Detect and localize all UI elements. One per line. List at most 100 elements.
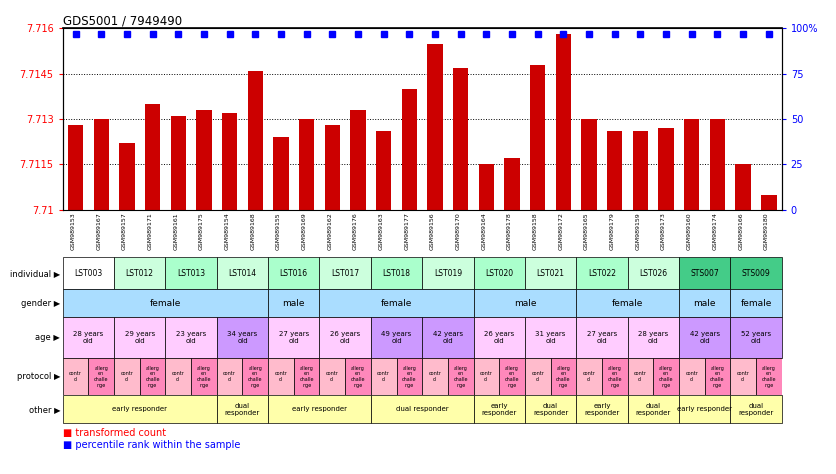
- Text: contr
ol: contr ol: [583, 371, 595, 382]
- Text: GSM989158: GSM989158: [533, 212, 538, 250]
- Text: contr
ol: contr ol: [686, 371, 698, 382]
- Text: GSM989169: GSM989169: [302, 212, 307, 250]
- Bar: [345, 358, 371, 395]
- Bar: [422, 358, 448, 395]
- Text: LST013: LST013: [177, 269, 205, 278]
- Bar: [756, 358, 782, 395]
- Text: GSM989177: GSM989177: [405, 212, 410, 250]
- Text: LST003: LST003: [74, 269, 103, 278]
- Bar: [525, 257, 576, 290]
- Bar: [371, 318, 422, 358]
- Text: female: female: [612, 299, 643, 308]
- Bar: [114, 257, 166, 290]
- Bar: [268, 395, 371, 423]
- Bar: [350, 110, 365, 210]
- Text: 27 years
old: 27 years old: [278, 331, 309, 345]
- Bar: [319, 290, 473, 318]
- Text: contr
ol: contr ol: [429, 371, 441, 382]
- Text: dual
responder: dual responder: [738, 402, 773, 416]
- Bar: [293, 358, 319, 395]
- Text: 23 years
old: 23 years old: [176, 331, 206, 345]
- Text: GSM989173: GSM989173: [661, 212, 666, 250]
- Bar: [556, 35, 571, 210]
- Text: GSM989153: GSM989153: [70, 212, 75, 250]
- Bar: [422, 318, 473, 358]
- Bar: [473, 358, 499, 395]
- Bar: [679, 395, 731, 423]
- Bar: [473, 318, 525, 358]
- Text: allerg
en
challe
nge: allerg en challe nge: [711, 365, 725, 388]
- Bar: [217, 257, 268, 290]
- Bar: [166, 318, 217, 358]
- Text: early responder: early responder: [677, 406, 732, 412]
- Bar: [319, 257, 371, 290]
- Bar: [602, 358, 628, 395]
- Text: allerg
en
challe
nge: allerg en challe nge: [762, 365, 776, 388]
- Text: age ▶: age ▶: [35, 333, 60, 342]
- Bar: [120, 143, 135, 210]
- Text: 52 years
old: 52 years old: [741, 331, 771, 345]
- Text: contr
ol: contr ol: [120, 371, 133, 382]
- Bar: [396, 358, 422, 395]
- Bar: [268, 290, 319, 318]
- Bar: [63, 257, 114, 290]
- Text: GSM989155: GSM989155: [276, 212, 281, 250]
- Bar: [479, 164, 494, 210]
- Text: LST026: LST026: [640, 269, 667, 278]
- Bar: [653, 358, 679, 395]
- Bar: [376, 131, 391, 210]
- Text: 42 years
old: 42 years old: [690, 331, 720, 345]
- Text: male: male: [693, 299, 716, 308]
- Bar: [525, 318, 576, 358]
- Text: allerg
en
challe
nge: allerg en challe nge: [453, 365, 468, 388]
- Bar: [504, 158, 520, 210]
- Text: 28 years
old: 28 years old: [74, 331, 104, 345]
- Text: 27 years
old: 27 years old: [587, 331, 617, 345]
- Text: LST018: LST018: [383, 269, 410, 278]
- Text: STS007: STS007: [691, 269, 719, 278]
- Text: GSM989161: GSM989161: [173, 212, 178, 250]
- Text: dual responder: dual responder: [396, 406, 448, 412]
- Text: 28 years
old: 28 years old: [638, 331, 669, 345]
- Text: 34 years
old: 34 years old: [227, 331, 257, 345]
- Bar: [217, 358, 242, 395]
- Text: individual ▶: individual ▶: [10, 269, 60, 278]
- Text: dual
responder: dual responder: [533, 402, 568, 416]
- Bar: [217, 318, 268, 358]
- Bar: [731, 257, 782, 290]
- Bar: [659, 128, 674, 210]
- Text: 26 years
old: 26 years old: [484, 331, 514, 345]
- Bar: [140, 358, 166, 395]
- Bar: [628, 318, 679, 358]
- Text: male: male: [513, 299, 536, 308]
- Bar: [710, 119, 725, 210]
- Text: 42 years
old: 42 years old: [433, 331, 463, 345]
- Bar: [166, 358, 191, 395]
- Text: GSM989166: GSM989166: [738, 212, 743, 250]
- Bar: [731, 290, 782, 318]
- Text: LST019: LST019: [434, 269, 462, 278]
- Bar: [731, 358, 756, 395]
- Bar: [473, 290, 576, 318]
- Text: GSM989154: GSM989154: [225, 212, 230, 250]
- Bar: [607, 131, 623, 210]
- Text: GSM989168: GSM989168: [250, 212, 255, 250]
- Bar: [319, 318, 371, 358]
- Bar: [371, 358, 396, 395]
- Bar: [114, 318, 166, 358]
- Bar: [145, 104, 161, 210]
- Text: allerg
en
challe
nge: allerg en challe nge: [351, 365, 365, 388]
- Bar: [448, 358, 473, 395]
- Text: LST014: LST014: [228, 269, 257, 278]
- Bar: [191, 358, 217, 395]
- Text: early responder: early responder: [292, 406, 347, 412]
- Text: GSM989178: GSM989178: [507, 212, 512, 250]
- Text: GSM989170: GSM989170: [456, 212, 461, 250]
- Bar: [525, 395, 576, 423]
- Text: dual
responder: dual responder: [225, 402, 260, 416]
- Bar: [114, 358, 140, 395]
- Bar: [242, 358, 268, 395]
- Text: ■ percentile rank within the sample: ■ percentile rank within the sample: [63, 440, 240, 450]
- Bar: [268, 318, 319, 358]
- Bar: [530, 64, 545, 210]
